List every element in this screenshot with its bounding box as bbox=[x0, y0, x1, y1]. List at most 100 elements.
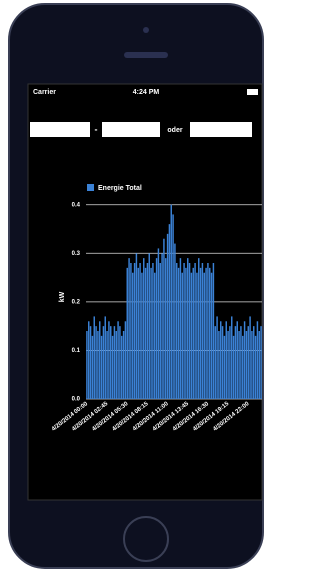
bar bbox=[251, 331, 252, 399]
bar bbox=[123, 331, 124, 399]
end-input[interactable] bbox=[102, 122, 160, 137]
bar bbox=[160, 263, 161, 399]
bar bbox=[187, 258, 188, 399]
y-tick-label: 0.4 bbox=[72, 202, 81, 208]
bar bbox=[209, 268, 210, 399]
bar bbox=[171, 205, 172, 399]
bar bbox=[88, 321, 89, 399]
bar bbox=[143, 258, 144, 399]
bar bbox=[229, 326, 230, 399]
bar bbox=[139, 263, 140, 399]
bar bbox=[222, 326, 223, 399]
bar bbox=[99, 321, 100, 399]
speaker bbox=[124, 52, 168, 58]
bar bbox=[116, 331, 117, 399]
bar bbox=[240, 326, 241, 399]
legend-label: Energie Total bbox=[98, 185, 142, 192]
bar bbox=[106, 331, 107, 399]
bar bbox=[200, 268, 201, 399]
bar bbox=[238, 331, 239, 399]
bar bbox=[90, 326, 91, 399]
bar bbox=[226, 321, 227, 399]
camera bbox=[143, 27, 149, 33]
other-input[interactable] bbox=[190, 122, 252, 137]
bar bbox=[194, 263, 195, 399]
bar bbox=[95, 326, 96, 399]
bar bbox=[156, 258, 157, 399]
bar bbox=[196, 273, 197, 399]
bar bbox=[185, 268, 186, 399]
bar bbox=[202, 263, 203, 399]
phone-screenshot: Carrier 4:24 PM - oder 0.00.10.20.30.4kW… bbox=[0, 0, 269, 572]
bar bbox=[244, 321, 245, 399]
bar bbox=[136, 253, 137, 399]
y-tick-label: 0.3 bbox=[72, 251, 81, 257]
bar bbox=[231, 316, 232, 399]
legend-swatch bbox=[87, 184, 94, 191]
bar bbox=[216, 316, 217, 399]
bar bbox=[178, 268, 179, 399]
bar bbox=[145, 268, 146, 399]
bar bbox=[172, 214, 173, 399]
bar bbox=[163, 239, 164, 399]
bar bbox=[150, 268, 151, 399]
bar bbox=[193, 268, 194, 399]
bar bbox=[259, 331, 260, 399]
bar bbox=[117, 321, 118, 399]
bar bbox=[94, 316, 95, 399]
bar bbox=[165, 258, 166, 399]
bar bbox=[149, 253, 150, 399]
bar bbox=[108, 321, 109, 399]
bar bbox=[204, 273, 205, 399]
bar bbox=[147, 263, 148, 399]
bar bbox=[167, 234, 168, 399]
bar bbox=[152, 263, 153, 399]
bar bbox=[92, 336, 93, 399]
bar bbox=[110, 326, 111, 399]
bar bbox=[255, 336, 256, 399]
bar bbox=[154, 273, 155, 399]
y-tick-label: 0.2 bbox=[72, 299, 81, 305]
bar bbox=[215, 326, 216, 399]
bar bbox=[246, 331, 247, 399]
bar bbox=[248, 326, 249, 399]
bar bbox=[207, 263, 208, 399]
bar bbox=[211, 273, 212, 399]
bar bbox=[220, 321, 221, 399]
bar bbox=[161, 253, 162, 399]
bar bbox=[180, 258, 181, 399]
bar bbox=[103, 326, 104, 399]
bar bbox=[198, 258, 199, 399]
bar bbox=[114, 326, 115, 399]
y-tick-label: 0.0 bbox=[72, 397, 81, 403]
bar bbox=[176, 263, 177, 399]
bar bbox=[105, 316, 106, 399]
bar bbox=[189, 263, 190, 399]
bar bbox=[141, 273, 142, 399]
bar bbox=[119, 326, 120, 399]
bar bbox=[125, 321, 126, 399]
bar bbox=[249, 316, 250, 399]
bar bbox=[134, 263, 135, 399]
bar bbox=[233, 336, 234, 399]
bar bbox=[253, 326, 254, 399]
bar bbox=[237, 321, 238, 399]
bar bbox=[218, 331, 219, 399]
bar bbox=[213, 263, 214, 399]
start-input[interactable] bbox=[30, 122, 90, 137]
bar bbox=[183, 263, 184, 399]
clock: 4:24 PM bbox=[133, 89, 160, 96]
bar bbox=[257, 321, 258, 399]
bar bbox=[101, 336, 102, 399]
or-label: oder bbox=[167, 127, 182, 134]
bar bbox=[132, 273, 133, 399]
bar bbox=[112, 336, 113, 399]
bar bbox=[182, 273, 183, 399]
carrier: Carrier bbox=[33, 89, 56, 96]
y-tick-label: 0.1 bbox=[72, 348, 81, 354]
bar bbox=[174, 244, 175, 399]
bar bbox=[138, 268, 139, 399]
bar bbox=[158, 248, 159, 399]
bar bbox=[191, 273, 192, 399]
bar bbox=[242, 336, 243, 399]
